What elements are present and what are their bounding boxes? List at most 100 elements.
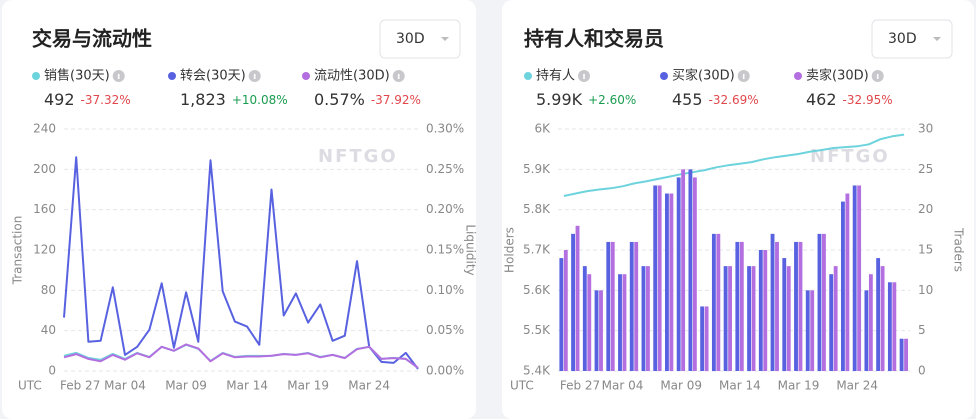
bar — [857, 185, 862, 371]
bar — [723, 266, 728, 371]
bar — [822, 233, 826, 371]
legend-dot — [168, 72, 176, 80]
x-tick-label: Mar 09 — [165, 379, 207, 393]
bar — [770, 233, 775, 371]
bar — [629, 241, 634, 371]
stat-change: -32.69% — [709, 93, 759, 107]
bar — [829, 274, 834, 371]
bar — [887, 282, 892, 371]
y-tick-label: 5.6K — [523, 283, 551, 297]
stat: 0.57% -37.92% — [314, 90, 421, 109]
stat-change: +2.60% — [588, 93, 636, 107]
bar — [634, 241, 639, 371]
bar — [599, 290, 603, 371]
bar — [899, 338, 904, 371]
legend-name: 转会(30天) — [180, 69, 246, 84]
stat: 462 -32.95% — [806, 90, 893, 109]
y2-tick-label: 0.25% — [426, 162, 464, 176]
info-icon-mark — [117, 74, 120, 79]
bar — [775, 241, 779, 371]
stat-value: 0.57% — [314, 90, 365, 109]
bar — [758, 250, 763, 371]
stat-change: +10.08% — [232, 93, 288, 107]
dropdown[interactable] — [871, 19, 953, 59]
stat-value: 462 — [806, 90, 837, 109]
stat: 455 -32.69% — [672, 90, 759, 109]
legend-dot — [660, 72, 668, 80]
y2-tick-label: 0.15% — [426, 243, 464, 257]
bar — [782, 258, 787, 371]
x-tick-label: Mar 14 — [719, 379, 761, 393]
bar — [852, 185, 857, 371]
y2-tick-label: 20 — [918, 202, 933, 216]
y2-tick-label: 0.05% — [426, 323, 464, 337]
stat-value: 455 — [672, 90, 703, 109]
dropdown[interactable] — [379, 19, 461, 59]
y-tick-label: 5.7K — [523, 243, 551, 257]
panel-title: 持有人和交易员 — [524, 27, 664, 51]
info-icon-mark — [742, 74, 745, 79]
bar — [669, 193, 674, 371]
legend-name: 持有人 — [536, 69, 575, 84]
stat-value: 492 — [44, 90, 75, 109]
dropdown-caret — [933, 37, 941, 41]
legend-dot — [794, 72, 802, 80]
y2-axis-title: Liquidity — [464, 224, 478, 275]
stat-change: -37.32% — [81, 93, 131, 107]
bar — [747, 266, 751, 371]
bar — [728, 266, 732, 371]
y2-tick-label: 10 — [918, 283, 933, 297]
bar — [618, 274, 622, 371]
x-tick-label: Mar 24 — [836, 379, 878, 393]
y2-tick-label: 0.10% — [426, 283, 464, 297]
bar — [892, 282, 897, 371]
bar — [582, 266, 587, 371]
stat: 492 -37.32% — [44, 90, 131, 109]
bar — [606, 241, 611, 371]
bar — [646, 266, 650, 371]
legend-dot — [524, 72, 532, 80]
x-tick-label: Mar 09 — [660, 379, 702, 393]
y-tick-label: 5.9K — [523, 162, 551, 176]
line — [63, 156, 419, 370]
y-tick-label: 240 — [33, 122, 56, 136]
x-tick-label: Mar 04 — [104, 379, 146, 393]
stat: 5.99K +2.60% — [536, 90, 636, 109]
bar — [653, 185, 658, 371]
stat-value: 1,823 — [180, 90, 226, 109]
bar — [833, 266, 838, 371]
bar — [681, 169, 686, 371]
y2-tick-label: 0.20% — [426, 202, 464, 216]
x-tick-label: Mar 24 — [348, 379, 390, 393]
bar — [563, 250, 568, 371]
stat-change: -37.92% — [371, 93, 421, 107]
bar — [876, 258, 881, 371]
bar — [864, 290, 869, 371]
x-tick-label: Mar 19 — [287, 379, 329, 393]
y-tick-label: 6K — [534, 122, 551, 136]
y2-tick-label: 5 — [918, 323, 926, 337]
bar — [735, 241, 740, 371]
y-tick-label: 5.4K — [523, 364, 551, 378]
bar — [594, 290, 599, 371]
bar — [798, 241, 803, 371]
x-axis-title: UTC — [18, 379, 42, 393]
y-tick-label: 200 — [33, 162, 56, 176]
bar — [688, 169, 693, 371]
bar — [610, 241, 615, 371]
info-icon-mark — [253, 74, 256, 79]
panel-title: 交易与流动性 — [32, 27, 152, 51]
bar — [817, 233, 822, 371]
bar — [794, 241, 798, 371]
y2-tick-label: 0 — [918, 364, 926, 378]
bar — [559, 258, 564, 371]
y2-tick-label: 0.00% — [426, 364, 464, 378]
y2-axis-title: Traders — [952, 227, 966, 272]
y-tick-label: 40 — [41, 323, 56, 337]
dropdown-label: 30D — [888, 31, 917, 47]
x-tick-label: Mar 14 — [226, 379, 268, 393]
legend-dot — [32, 72, 40, 80]
info-icon-mark — [397, 74, 400, 79]
stat-change: -32.95% — [843, 93, 893, 107]
